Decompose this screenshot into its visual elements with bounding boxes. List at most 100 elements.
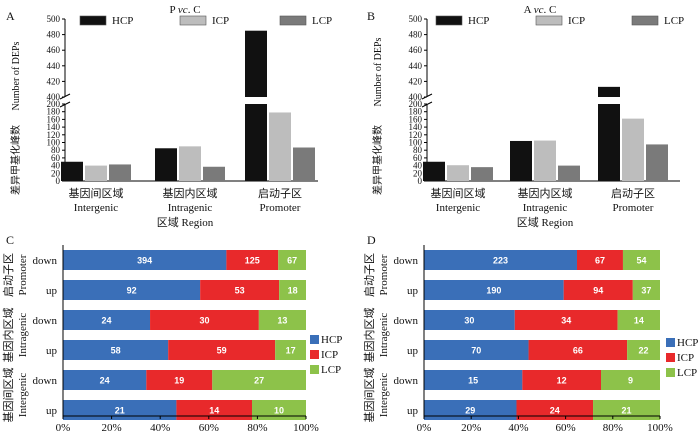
legend-swatch-icp — [310, 350, 319, 359]
y-tick-label-lower: 120 — [47, 130, 61, 140]
y-tick-label-lower: 160 — [409, 114, 423, 124]
panel-a-category-cn: 启动子区 — [258, 187, 302, 200]
panel-c-segment-lcp — [258, 310, 306, 330]
panel-a-letter: A — [6, 9, 15, 23]
panel-d-segment-icp — [576, 250, 623, 270]
y-tick-label-lower: 0 — [56, 176, 61, 186]
panel-b-bar-hcp-upper — [598, 86, 620, 97]
panel-a-bar-lcp — [293, 147, 315, 181]
panel-c-segment-value: 13 — [277, 316, 287, 326]
panel-d-segment-value: 29 — [465, 406, 475, 416]
panel-c-segment-lcp — [278, 250, 306, 270]
panel-d-segment-icp — [528, 340, 628, 360]
panel-c-segment-value: 24 — [102, 316, 112, 326]
panel-b-category-cn: 基因间区域 — [431, 187, 486, 200]
panel-c-segment-value: 59 — [217, 346, 227, 356]
panel-d-row-label: down — [394, 375, 419, 387]
panel-d-segment-value: 9 — [628, 376, 633, 386]
panel-c-group-en: Intergenic — [17, 373, 29, 418]
panel-b-title: A vc. C — [524, 4, 557, 16]
y-tick-label-upper: 420 — [47, 76, 61, 86]
legend-label-icp: ICP — [568, 15, 585, 27]
panel-a-category-en: Intragenic — [168, 202, 213, 214]
legend-label-icp: ICP — [321, 349, 338, 361]
title-suffix: . C — [188, 4, 201, 16]
panel-a-category-en: Promoter — [260, 202, 301, 214]
panel-d-group-cn: 基因内区域 — [362, 308, 376, 363]
panel-a-xlabel: 区域 Region — [157, 216, 214, 229]
legend-label-hcp: HCP — [468, 15, 489, 27]
panel-d-segment-icp — [516, 400, 594, 420]
panel-c-segment-icp — [150, 310, 259, 330]
legend-label-lcp: LCP — [677, 367, 697, 379]
panel-d-segment-value: 70 — [471, 346, 481, 356]
y-tick-label-lower: 120 — [409, 130, 423, 140]
panel-d-segment-icp — [522, 370, 601, 390]
panel-c-segment-icp — [200, 280, 280, 300]
panel-a-bar-hcp — [61, 161, 83, 181]
legend-label-icp: ICP — [677, 352, 694, 364]
legend-swatch-lcp — [666, 368, 675, 377]
panel-d-segment-value: 12 — [557, 376, 567, 386]
legend-swatch-hcp — [79, 15, 107, 26]
panel-d-x-tick-label: 80% — [603, 422, 623, 434]
y-tick-label-lower: 140 — [47, 122, 61, 132]
panel-c-segment-value: 125 — [245, 256, 260, 266]
y-tick-label-lower: 200 — [409, 99, 423, 109]
panel-b-bar-icp — [622, 118, 644, 181]
panel-d-segment-value: 24 — [550, 406, 560, 416]
panel-a-bar-lcp — [203, 166, 225, 181]
panel-d-segment-value: 14 — [634, 316, 644, 326]
panel-c-segment-hcp — [63, 310, 151, 330]
panel-d-segment-hcp — [424, 310, 515, 330]
panel-d-segment-value: 15 — [468, 376, 478, 386]
panel-c-segment-value: 19 — [174, 376, 184, 386]
y-tick-label-lower: 80 — [413, 145, 423, 155]
y-tick-label-lower: 160 — [47, 114, 61, 124]
panel-d-group-en: Promoter — [378, 254, 390, 295]
panel-c-segment-value: 27 — [254, 376, 264, 386]
panel-d-letter: D — [367, 233, 376, 247]
legend-swatch-icp — [179, 15, 207, 26]
panel-c-segment-value: 18 — [288, 286, 298, 296]
panel-c-row-label: up — [46, 345, 58, 357]
panel-d-segment-lcp — [593, 400, 660, 420]
axis-break-mark — [59, 101, 71, 108]
panel-b-bar-hcp — [510, 140, 532, 181]
legend-swatch-lcp — [279, 15, 307, 26]
y-tick-label-upper: 500 — [47, 14, 61, 24]
legend-swatch-hcp — [435, 15, 463, 26]
panel-c-segment-icp — [146, 370, 213, 390]
y-tick-label-upper: 440 — [409, 61, 423, 71]
panel-a-bar-hcp-lower — [245, 104, 267, 181]
panel-a-bar-hcp-upper — [245, 30, 267, 98]
panel-d-segment-value: 190 — [486, 286, 501, 296]
panel-d-segment-value: 37 — [641, 286, 651, 296]
y-tick-label-lower: 20 — [413, 168, 423, 178]
y-tick-label-upper: 480 — [47, 30, 61, 40]
y-tick-label-lower: 200 — [47, 99, 61, 109]
panel-d-segment-value: 66 — [573, 346, 583, 356]
panel-d-segment-icp — [514, 310, 618, 330]
panel-c-x-tick-label: 20% — [102, 422, 122, 434]
y-tick-label-upper: 440 — [47, 61, 61, 71]
panel-d-segment-value: 223 — [493, 256, 508, 266]
panel-c-segment-value: 10 — [274, 406, 284, 416]
panel-d-segment-icp — [563, 280, 633, 300]
panel-b-category-en: Intragenic — [523, 202, 568, 214]
y-tick-label-upper: 400 — [47, 92, 61, 102]
panel-c-segment-value: 14 — [209, 406, 219, 416]
panel-d-x-tick-label: 60% — [556, 422, 576, 434]
y-tick-label-upper: 460 — [47, 45, 61, 55]
legend-swatch-hcp — [666, 338, 675, 347]
panel-c-segment-lcp — [252, 400, 306, 420]
panel-c-segment-hcp — [63, 400, 177, 420]
panel-b-ylabel-en: Number of DEPs — [373, 37, 384, 106]
panel-d-segment-value: 54 — [636, 256, 646, 266]
panel-c-segment-value: 21 — [115, 406, 125, 416]
panel-d-segment-hcp — [424, 340, 529, 360]
panel-c-row-label: up — [46, 405, 58, 417]
legend-label-lcp: LCP — [312, 15, 332, 27]
